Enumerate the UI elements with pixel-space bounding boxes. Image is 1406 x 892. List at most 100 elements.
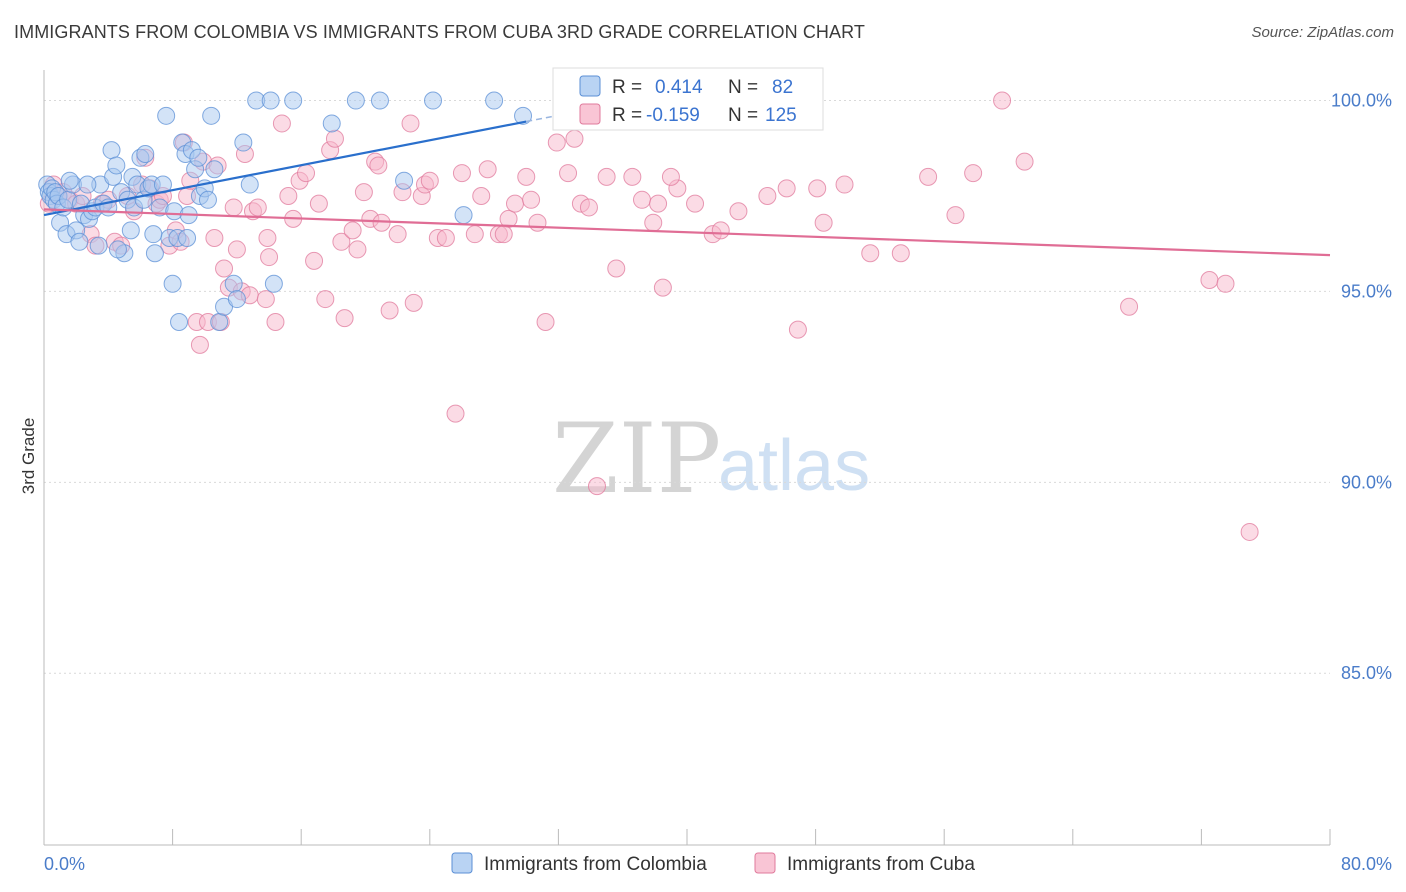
cuba-point <box>919 167 938 186</box>
cuba-point <box>1240 522 1259 541</box>
cuba-point <box>686 194 705 213</box>
cuba-point <box>369 156 388 175</box>
cuba-point <box>494 225 513 244</box>
cuba-point <box>227 240 246 259</box>
colombia-point <box>395 171 414 190</box>
colombia-point <box>234 133 253 152</box>
x-tick-label-right: 80.0% <box>1341 854 1392 874</box>
cuba-point <box>517 167 536 186</box>
colombia-point <box>240 175 259 194</box>
legend-r-value-colombia: 0.414 <box>655 77 703 98</box>
watermark-zip: ZIP <box>552 403 721 515</box>
bottom-legend-swatch-colombia <box>451 852 473 874</box>
cuba-point <box>993 91 1012 110</box>
cuba-point <box>777 179 796 198</box>
legend-n-label-cuba: N = <box>728 105 758 126</box>
cuba-point <box>1200 270 1219 289</box>
cuba-point <box>436 228 455 247</box>
cuba-point <box>215 259 234 278</box>
colombia-point <box>136 144 155 163</box>
cuba-point <box>536 312 555 331</box>
legend-r-label-colombia: R = <box>612 77 642 98</box>
cuba-point <box>452 164 471 183</box>
cuba-point <box>305 251 324 270</box>
cuba-point <box>316 290 335 309</box>
cuba-point <box>758 186 777 205</box>
gridlines <box>44 100 1330 674</box>
legend-r-label-cuba: R = <box>612 105 642 126</box>
cuba-point <box>861 244 880 263</box>
colombia-point <box>424 91 443 110</box>
y-tick-label: 95.0% <box>1341 281 1392 301</box>
chart-title: IMMIGRANTS FROM COLOMBIA VS IMMIGRANTS F… <box>14 22 866 42</box>
cuba-point <box>891 244 910 263</box>
colombia-point <box>70 232 89 251</box>
cuba-point <box>343 221 362 240</box>
cuba-point <box>729 202 748 221</box>
colombia-point <box>89 236 108 255</box>
colombia-point <box>454 206 473 225</box>
cuba-point <box>354 183 373 202</box>
colombia-point <box>485 91 504 110</box>
cuba-point <box>404 293 423 312</box>
colombia-point <box>346 91 365 110</box>
legend-r-value-cuba: -0.159 <box>646 105 700 126</box>
colombia-point <box>322 114 341 133</box>
cuba-point <box>260 248 279 267</box>
cuba-point <box>559 164 578 183</box>
colombia-point <box>514 106 533 125</box>
legend-n-value-colombia: 82 <box>772 77 793 98</box>
cuba-point <box>380 301 399 320</box>
cuba-point <box>224 198 243 217</box>
cuba-point <box>372 213 391 232</box>
y-tick-label: 85.0% <box>1341 663 1392 683</box>
colombia-point <box>189 148 208 167</box>
stats-legend: R = 0.414 N = 82 R = -0.159 N = 125 <box>552 67 824 131</box>
cuba-point <box>332 232 351 251</box>
cuba-point <box>649 194 668 213</box>
legend-swatch-colombia <box>579 75 601 97</box>
y-tick-label: 90.0% <box>1341 472 1392 492</box>
cuba-point <box>348 240 367 259</box>
cuba-point <box>1216 274 1235 293</box>
colombia-point <box>210 312 229 331</box>
colombia-point <box>170 312 189 331</box>
trend-line-cuba <box>43 208 1331 257</box>
cuba-point <box>607 259 626 278</box>
cuba-point <box>256 290 275 309</box>
colombia-point <box>370 91 389 110</box>
colombia-point <box>163 274 182 293</box>
legend-n-label-colombia: N = <box>728 77 758 98</box>
series-legend: Immigrants from Colombia Immigrants from… <box>451 852 975 875</box>
colombia-point <box>227 290 246 309</box>
colombia-point <box>121 221 140 240</box>
y-axis-title: 3rd Grade <box>19 418 38 495</box>
colombia-point <box>107 156 126 175</box>
cuba-point <box>587 477 606 496</box>
cuba-point <box>644 213 663 232</box>
cuba-point <box>478 160 497 179</box>
bottom-legend-swatch-cuba <box>754 852 776 874</box>
cuba-point <box>788 320 807 339</box>
cuba-point <box>205 228 224 247</box>
cuba-point <box>711 221 730 240</box>
colombia-point <box>157 106 176 125</box>
colombia-point <box>202 106 221 125</box>
watermark-atlas: atlas <box>718 426 870 506</box>
cuba-point <box>653 278 672 297</box>
cuba-point <box>579 198 598 217</box>
cuba-point <box>279 186 298 205</box>
cuba-point <box>597 167 616 186</box>
cuba-point <box>472 186 491 205</box>
bottom-legend-label-colombia: Immigrants from Colombia <box>484 854 707 875</box>
colombia-point <box>108 240 127 259</box>
cuba-point <box>946 206 965 225</box>
y-tick-labels: 100.0% 95.0% 90.0% 85.0% <box>1331 91 1392 684</box>
cuba-point <box>661 167 680 186</box>
cuba-point <box>1015 152 1034 171</box>
cuba-point <box>547 133 566 152</box>
cuba-point <box>297 164 316 183</box>
colombia-point <box>224 274 243 293</box>
x-tick-label-left: 0.0% <box>44 854 85 874</box>
colombia-point <box>205 160 224 179</box>
